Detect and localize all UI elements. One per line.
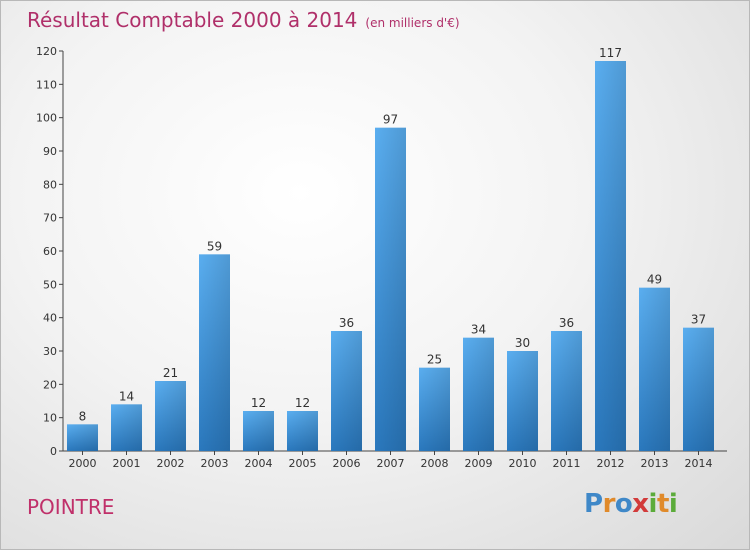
x-tick-label: 2012 — [597, 457, 625, 470]
logo-letter: i — [648, 489, 658, 519]
bar-shade — [243, 411, 274, 451]
y-tick-label: 40 — [43, 312, 57, 325]
data-label: 36 — [339, 316, 354, 330]
x-tick-label: 2014 — [685, 457, 713, 470]
y-tick-label: 110 — [36, 78, 57, 91]
bar-shade — [375, 127, 406, 452]
y-tick-label: 90 — [43, 145, 57, 158]
bar-shade — [639, 287, 670, 451]
y-tick-label: 0 — [50, 445, 57, 458]
bar-shade — [199, 254, 230, 451]
x-tick-label: 2009 — [465, 457, 493, 470]
x-tick-label: 2007 — [377, 457, 405, 470]
data-label: 12 — [295, 396, 310, 410]
y-tick-label: 30 — [43, 345, 57, 358]
data-label: 8 — [79, 409, 87, 423]
x-tick-label: 2002 — [157, 457, 185, 470]
data-label: 117 — [599, 46, 622, 60]
logo-letter: x — [632, 489, 649, 519]
y-tick-label: 80 — [43, 178, 57, 191]
y-tick-label: 100 — [36, 112, 57, 125]
y-tick-label: 70 — [43, 212, 57, 225]
data-label: 36 — [559, 316, 574, 330]
data-label: 14 — [119, 389, 134, 403]
bar-shade — [507, 351, 538, 451]
bar-shade — [67, 424, 98, 451]
y-tick-label: 20 — [43, 378, 57, 391]
y-tick-label: 10 — [43, 412, 57, 425]
bar-shade — [419, 367, 450, 451]
y-tick-label: 60 — [43, 245, 57, 258]
y-tick-label: 120 — [36, 45, 57, 58]
bar-shade — [463, 337, 494, 451]
data-label: 34 — [471, 323, 486, 337]
x-tick-label: 2013 — [641, 457, 669, 470]
x-tick-label: 2004 — [245, 457, 273, 470]
data-label: 49 — [647, 273, 662, 287]
x-tick-label: 2000 — [69, 457, 97, 470]
logo-letter: P — [584, 489, 603, 519]
bar-shade — [111, 404, 142, 451]
bar-shade — [331, 331, 362, 451]
data-label: 25 — [427, 353, 442, 367]
data-label: 12 — [251, 396, 266, 410]
commune-name: POINTRE — [27, 495, 115, 519]
x-tick-label: 2006 — [333, 457, 361, 470]
logo-letter: t — [656, 489, 669, 519]
data-label: 97 — [383, 113, 398, 127]
bar-shade — [551, 331, 582, 451]
bar-shade — [155, 381, 186, 451]
chart-title: Résultat Comptable 2000 à 2014 (en millie… — [27, 8, 460, 32]
logo-letter: i — [668, 489, 678, 519]
data-label: 59 — [207, 239, 222, 253]
bars-group: 8 14 21 59 12 12 36 97 25 34 30 36 117 49 37 — [67, 46, 714, 452]
axes: 0 10 20 30 40 50 60 70 80 90 100 110 120 2000 2001 2002… — [36, 45, 727, 470]
x-tick-label: 2011 — [553, 457, 581, 470]
x-tick-label: 2003 — [201, 457, 229, 470]
logo-letter: r — [602, 489, 616, 519]
chart-subtitle: (en milliers d'€) — [365, 16, 460, 30]
x-tick-label: 2008 — [421, 457, 449, 470]
data-label: 37 — [691, 313, 706, 327]
y-tick-label: 50 — [43, 278, 57, 291]
x-tick-label: 2001 — [113, 457, 141, 470]
data-label: 21 — [163, 366, 178, 380]
bar-shade — [683, 327, 714, 451]
bar-shade — [287, 411, 318, 451]
x-tick-label: 2005 — [289, 457, 317, 470]
data-label: 30 — [515, 336, 530, 350]
x-tick-label: 2010 — [509, 457, 537, 470]
logo-letter: o — [614, 489, 633, 519]
bar-shade — [595, 61, 626, 451]
proxiti-logo: Proxiti — [584, 489, 678, 519]
